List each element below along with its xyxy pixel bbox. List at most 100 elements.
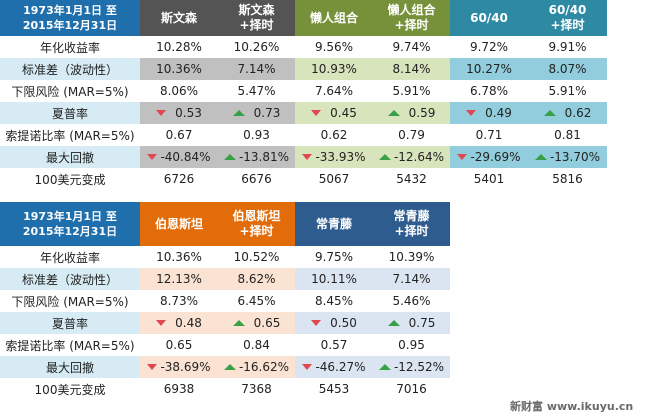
column-header-name: 斯文森 xyxy=(160,10,197,25)
value-cell: 8.45% xyxy=(314,294,354,308)
value-cell: 10.36% xyxy=(156,250,202,264)
value-cell: -29.69% xyxy=(450,146,528,168)
cell-value: 0.49 xyxy=(485,106,512,120)
value-cell: 9.91% xyxy=(548,40,587,54)
triangle-up-icon xyxy=(232,110,245,116)
value-cell: 0.50 xyxy=(295,312,373,334)
table-row: 100美元变成 6726 6676 5067 5432 5401 5816 xyxy=(0,168,607,190)
value-cell: 5453 xyxy=(318,382,350,396)
column-header-name: 60/40 xyxy=(548,3,587,17)
watermark: 新财富 www.ikuyu.cn xyxy=(510,400,634,413)
value-cell: 5067 xyxy=(318,172,350,186)
column-header: 懒人组合 +择时 xyxy=(373,0,450,36)
value-cell: 0.48 xyxy=(140,312,218,334)
value-cell: 12.13% xyxy=(140,268,218,290)
column-header-name: 斯文森 xyxy=(238,3,275,17)
row-label: 下限风险 (MAR=5%) xyxy=(11,84,129,99)
value-cell: -12.52% xyxy=(373,356,450,378)
value-cell: 8.62% xyxy=(218,268,295,290)
value-cell: 8.06% xyxy=(159,84,199,98)
value-cell: 0.53 xyxy=(140,102,218,124)
column-header: 伯恩斯坦 +择时 xyxy=(218,202,295,246)
triangle-down-icon xyxy=(156,320,167,326)
triangle-down-icon xyxy=(457,154,468,160)
value-cell: 10.93% xyxy=(295,58,373,80)
cell-value: -29.69% xyxy=(470,150,521,164)
column-header: 常青藤 +择时 xyxy=(373,202,450,246)
triangle-down-icon xyxy=(302,154,313,160)
row-label: 100美元变成 xyxy=(34,172,106,187)
table-header-row: 1973年1月1日 至 2015年12月31日 伯恩斯坦 伯恩斯坦 +择时 常青藤 常青… xyxy=(0,202,450,246)
triangle-up-icon xyxy=(378,364,391,370)
triangle-up-icon xyxy=(543,110,556,116)
table-row: 年化收益率 10.28% 10.26% 9.56% 9.74% 9.72% 9.91% xyxy=(0,36,607,58)
cell-value: 0.65 xyxy=(253,316,281,330)
column-header: 懒人组合 xyxy=(295,0,373,36)
cell-value: 0.45 xyxy=(330,106,357,120)
triangle-up-icon xyxy=(534,154,547,160)
cell-value: -12.52% xyxy=(393,360,445,374)
triangle-up-icon xyxy=(223,364,236,370)
comparison-table-1: 1973年1月1日 至 2015年12月31日 斯文森 斯文森 +择时 懒人组合 懒人组… xyxy=(0,0,607,190)
value-cell: 8.14% xyxy=(373,58,450,80)
column-header-name: 常青藤 xyxy=(315,216,352,231)
value-cell: 6726 xyxy=(163,172,195,186)
cell-value: -16.62% xyxy=(238,360,290,374)
cell-value: -13.70% xyxy=(549,150,601,164)
value-cell: 8.73% xyxy=(159,294,199,308)
value-cell: 5816 xyxy=(552,172,583,186)
row-label: 100美元变成 xyxy=(34,382,106,397)
column-header: 60/40 xyxy=(450,0,528,36)
triangle-down-icon xyxy=(147,154,158,160)
row-label: 索提诺比率 (MAR=5%) xyxy=(5,128,135,143)
value-cell: 6.78% xyxy=(469,84,509,98)
value-cell: -40.84% xyxy=(140,146,218,168)
value-cell: -38.69% xyxy=(140,356,218,378)
cell-value: 0.50 xyxy=(330,316,357,330)
value-cell: 0.65 xyxy=(218,312,295,334)
triangle-up-icon xyxy=(387,320,400,326)
cell-value: -46.27% xyxy=(315,360,366,374)
column-header: 60/40 +择时 xyxy=(528,0,607,36)
date-range-start: 1973年1月1日 至 xyxy=(23,210,117,223)
date-range-start: 1973年1月1日 至 xyxy=(23,4,117,17)
table-row: 索提诺比率 (MAR=5%) 0.65 0.84 0.57 0.95 xyxy=(0,334,450,356)
column-header-name: 常青藤 xyxy=(393,209,430,223)
value-cell: 7016 xyxy=(396,382,427,396)
column-header-name: 60/40 xyxy=(470,10,508,25)
value-cell: 10.26% xyxy=(233,40,280,54)
cell-value: 0.75 xyxy=(408,316,436,330)
cell-value: 0.73 xyxy=(253,106,281,120)
value-cell: 6676 xyxy=(241,172,272,186)
row-label: 标准差（波动性） xyxy=(0,268,140,290)
value-cell: 7.14% xyxy=(373,268,450,290)
value-cell: 10.27% xyxy=(450,58,528,80)
date-range-header: 1973年1月1日 至 2015年12月31日 xyxy=(0,202,140,246)
value-cell: 0.59 xyxy=(373,102,450,124)
value-cell: 8.07% xyxy=(528,58,607,80)
triangle-up-icon xyxy=(232,320,245,326)
value-cell: 0.49 xyxy=(450,102,528,124)
value-cell: 5.46% xyxy=(392,294,431,308)
table-row: 标准差（波动性） 12.13% 8.62% 10.11% 7.14% xyxy=(0,268,450,290)
value-cell: 0.73 xyxy=(218,102,295,124)
value-cell: 0.95 xyxy=(398,338,425,352)
triangle-down-icon xyxy=(302,364,313,370)
column-header-suffix: +择时 xyxy=(239,224,274,238)
value-cell: 0.65 xyxy=(165,338,193,352)
value-cell: 0.93 xyxy=(243,128,270,142)
cell-value: -38.69% xyxy=(160,360,211,374)
value-cell: -13.70% xyxy=(528,146,607,168)
value-cell: 0.57 xyxy=(320,338,348,352)
value-cell: 9.75% xyxy=(314,250,354,264)
column-header-name: 伯恩斯坦 xyxy=(154,216,203,231)
column-header-name: 懒人组合 xyxy=(387,3,436,17)
cell-value: 0.59 xyxy=(408,106,436,120)
cell-value: -13.81% xyxy=(238,150,290,164)
table-header-row: 1973年1月1日 至 2015年12月31日 斯文森 斯文森 +择时 懒人组合 懒人组… xyxy=(0,0,607,36)
value-cell: 0.71 xyxy=(475,128,503,142)
triangle-down-icon xyxy=(311,110,322,116)
row-label: 下限风险 (MAR=5%) xyxy=(11,294,129,309)
value-cell: 0.67 xyxy=(165,128,193,142)
column-header-suffix: +择时 xyxy=(239,18,274,32)
